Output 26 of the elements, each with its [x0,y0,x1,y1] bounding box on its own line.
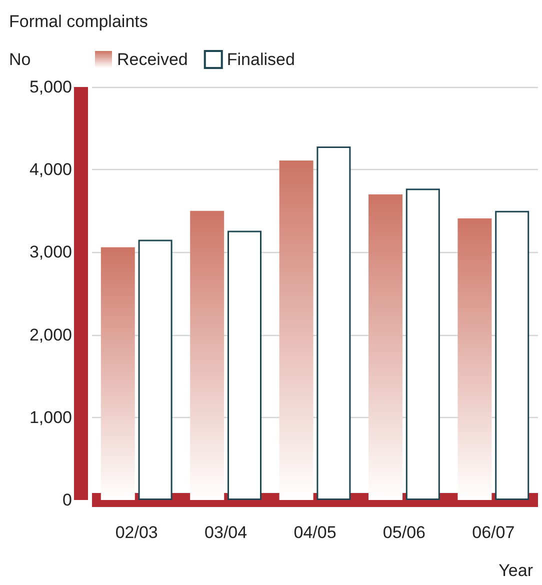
x-tick-label: 02/03 [115,523,158,542]
bar [316,146,351,500]
bar [100,247,135,500]
y-tick-label: 5,000 [29,78,72,96]
bar [458,218,492,500]
y-tick-label: 2,000 [29,325,72,344]
y-tick-label: 1,000 [29,408,72,427]
legend-label: Received [117,50,188,69]
bar [368,194,402,500]
y-tick-label: 4,000 [29,160,72,180]
chart-title: Formal complaints [9,12,148,31]
bar [406,188,440,500]
bar [279,160,314,500]
y-tick-label: 0 [62,490,72,510]
bar [495,210,530,500]
bar [138,240,172,500]
legend-label: Finalised [226,50,295,69]
bar [228,230,262,500]
x-tick-label: 06/07 [472,523,515,542]
y-axis-title: No [9,50,31,69]
x-tick-label: 03/04 [204,523,248,542]
x-tick-label: 05/06 [382,523,426,542]
bar [190,210,224,500]
x-axis-title: Year [498,561,534,580]
y-tick-label: 3,000 [29,242,72,262]
x-tick-label: 04/05 [294,523,336,542]
